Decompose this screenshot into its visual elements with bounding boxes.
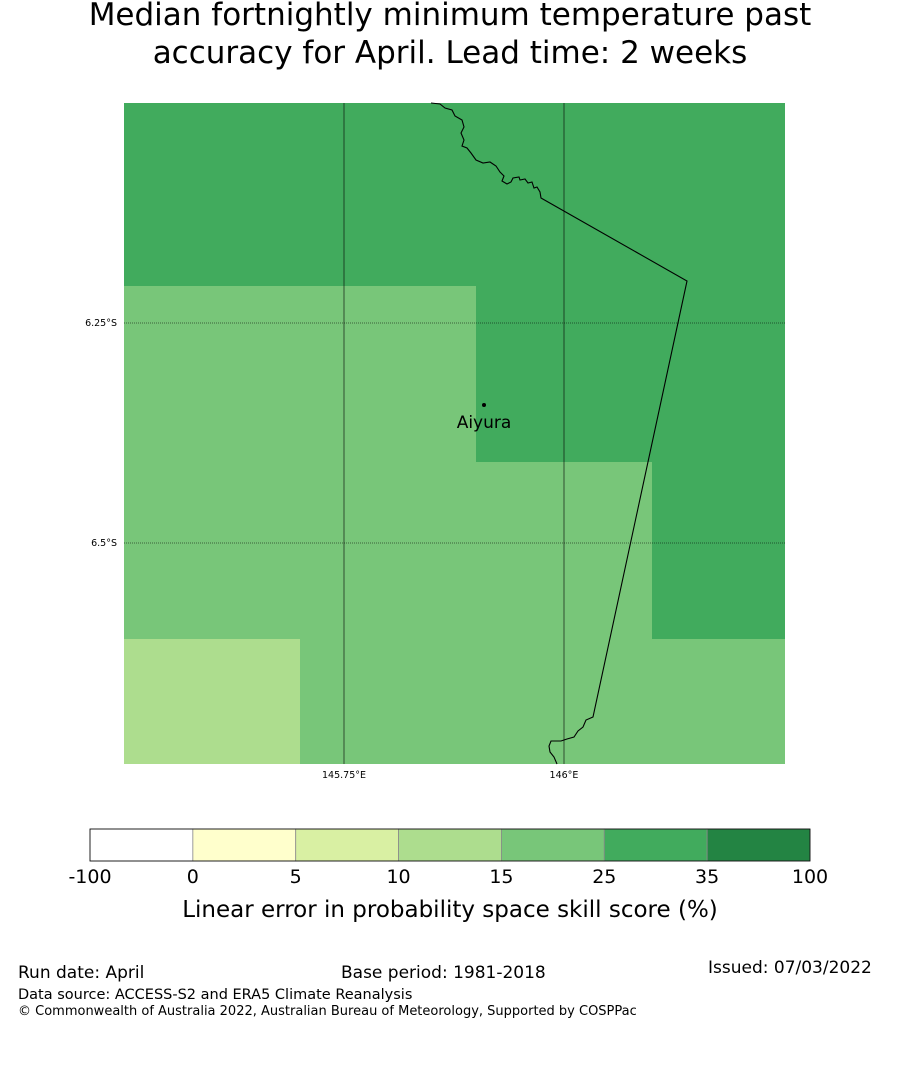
boundary-line <box>430 102 688 765</box>
colorbar-swatch <box>89 828 194 862</box>
skill-map: Aiyura 6.25°S 6.5°S 145.75°E 146°E -100 0… <box>68 102 828 923</box>
cell-high-skill-centre <box>476 286 785 462</box>
lat-tick-label: 6.25°S <box>85 318 117 329</box>
cell-high-skill-north <box>124 103 785 286</box>
colorbar-swatch <box>603 828 708 862</box>
cell-mid-skill-south <box>300 639 785 764</box>
base-period: Base period: 1981-2018 <box>341 963 546 983</box>
colorbar: -100 0 5 10 15 25 35 100 <box>68 828 828 888</box>
colorbar-label: Linear error in probability space skill … <box>182 897 718 923</box>
lon-tick-label: 146°E <box>550 770 579 781</box>
colorbar-tick-label: 25 <box>592 866 616 888</box>
colorbar-tick-label: 100 <box>792 866 828 888</box>
title-line-1: Median fortnightly minimum temperature p… <box>88 0 812 33</box>
colorbar-tick-label: -100 <box>68 866 111 888</box>
colorbar-swatch <box>398 828 502 862</box>
chart-title: Median fortnightly minimum temperature p… <box>0 0 900 72</box>
data-source: Data source: ACCESS-S2 and ERA5 Climate … <box>18 987 413 1003</box>
colorbar-tick-label: 5 <box>290 866 302 888</box>
colorbar-tick-label: 15 <box>489 866 513 888</box>
cell-high-skill-east <box>652 462 785 639</box>
aiyura-marker <box>482 403 486 407</box>
aiyura-label: Aiyura <box>457 413 512 433</box>
map-cells <box>124 103 785 764</box>
colorbar-swatch <box>501 828 605 862</box>
colorbar-swatch <box>192 828 297 862</box>
colorbar-tick-label: 35 <box>695 866 719 888</box>
colorbar-swatch <box>706 828 811 862</box>
title-line-2: accuracy for April. Lead time: 2 weeks <box>152 35 748 71</box>
lon-tick-label: 145.75°E <box>322 770 366 781</box>
colorbar-tick-label: 10 <box>386 866 410 888</box>
colorbar-swatch <box>295 828 399 862</box>
cell-low-skill-southwest <box>124 639 300 764</box>
copyright: © Commonwealth of Australia 2022, Austra… <box>18 1004 637 1019</box>
lat-tick-label: 6.5°S <box>91 538 117 549</box>
colorbar-outline <box>89 828 811 862</box>
colorbar-tick-label: 0 <box>187 866 199 888</box>
issued-date: Issued: 07/03/2022 <box>708 958 872 978</box>
cell-mid-skill-west <box>124 286 476 639</box>
run-date: Run date: April <box>18 963 145 983</box>
gridlines <box>124 103 785 764</box>
